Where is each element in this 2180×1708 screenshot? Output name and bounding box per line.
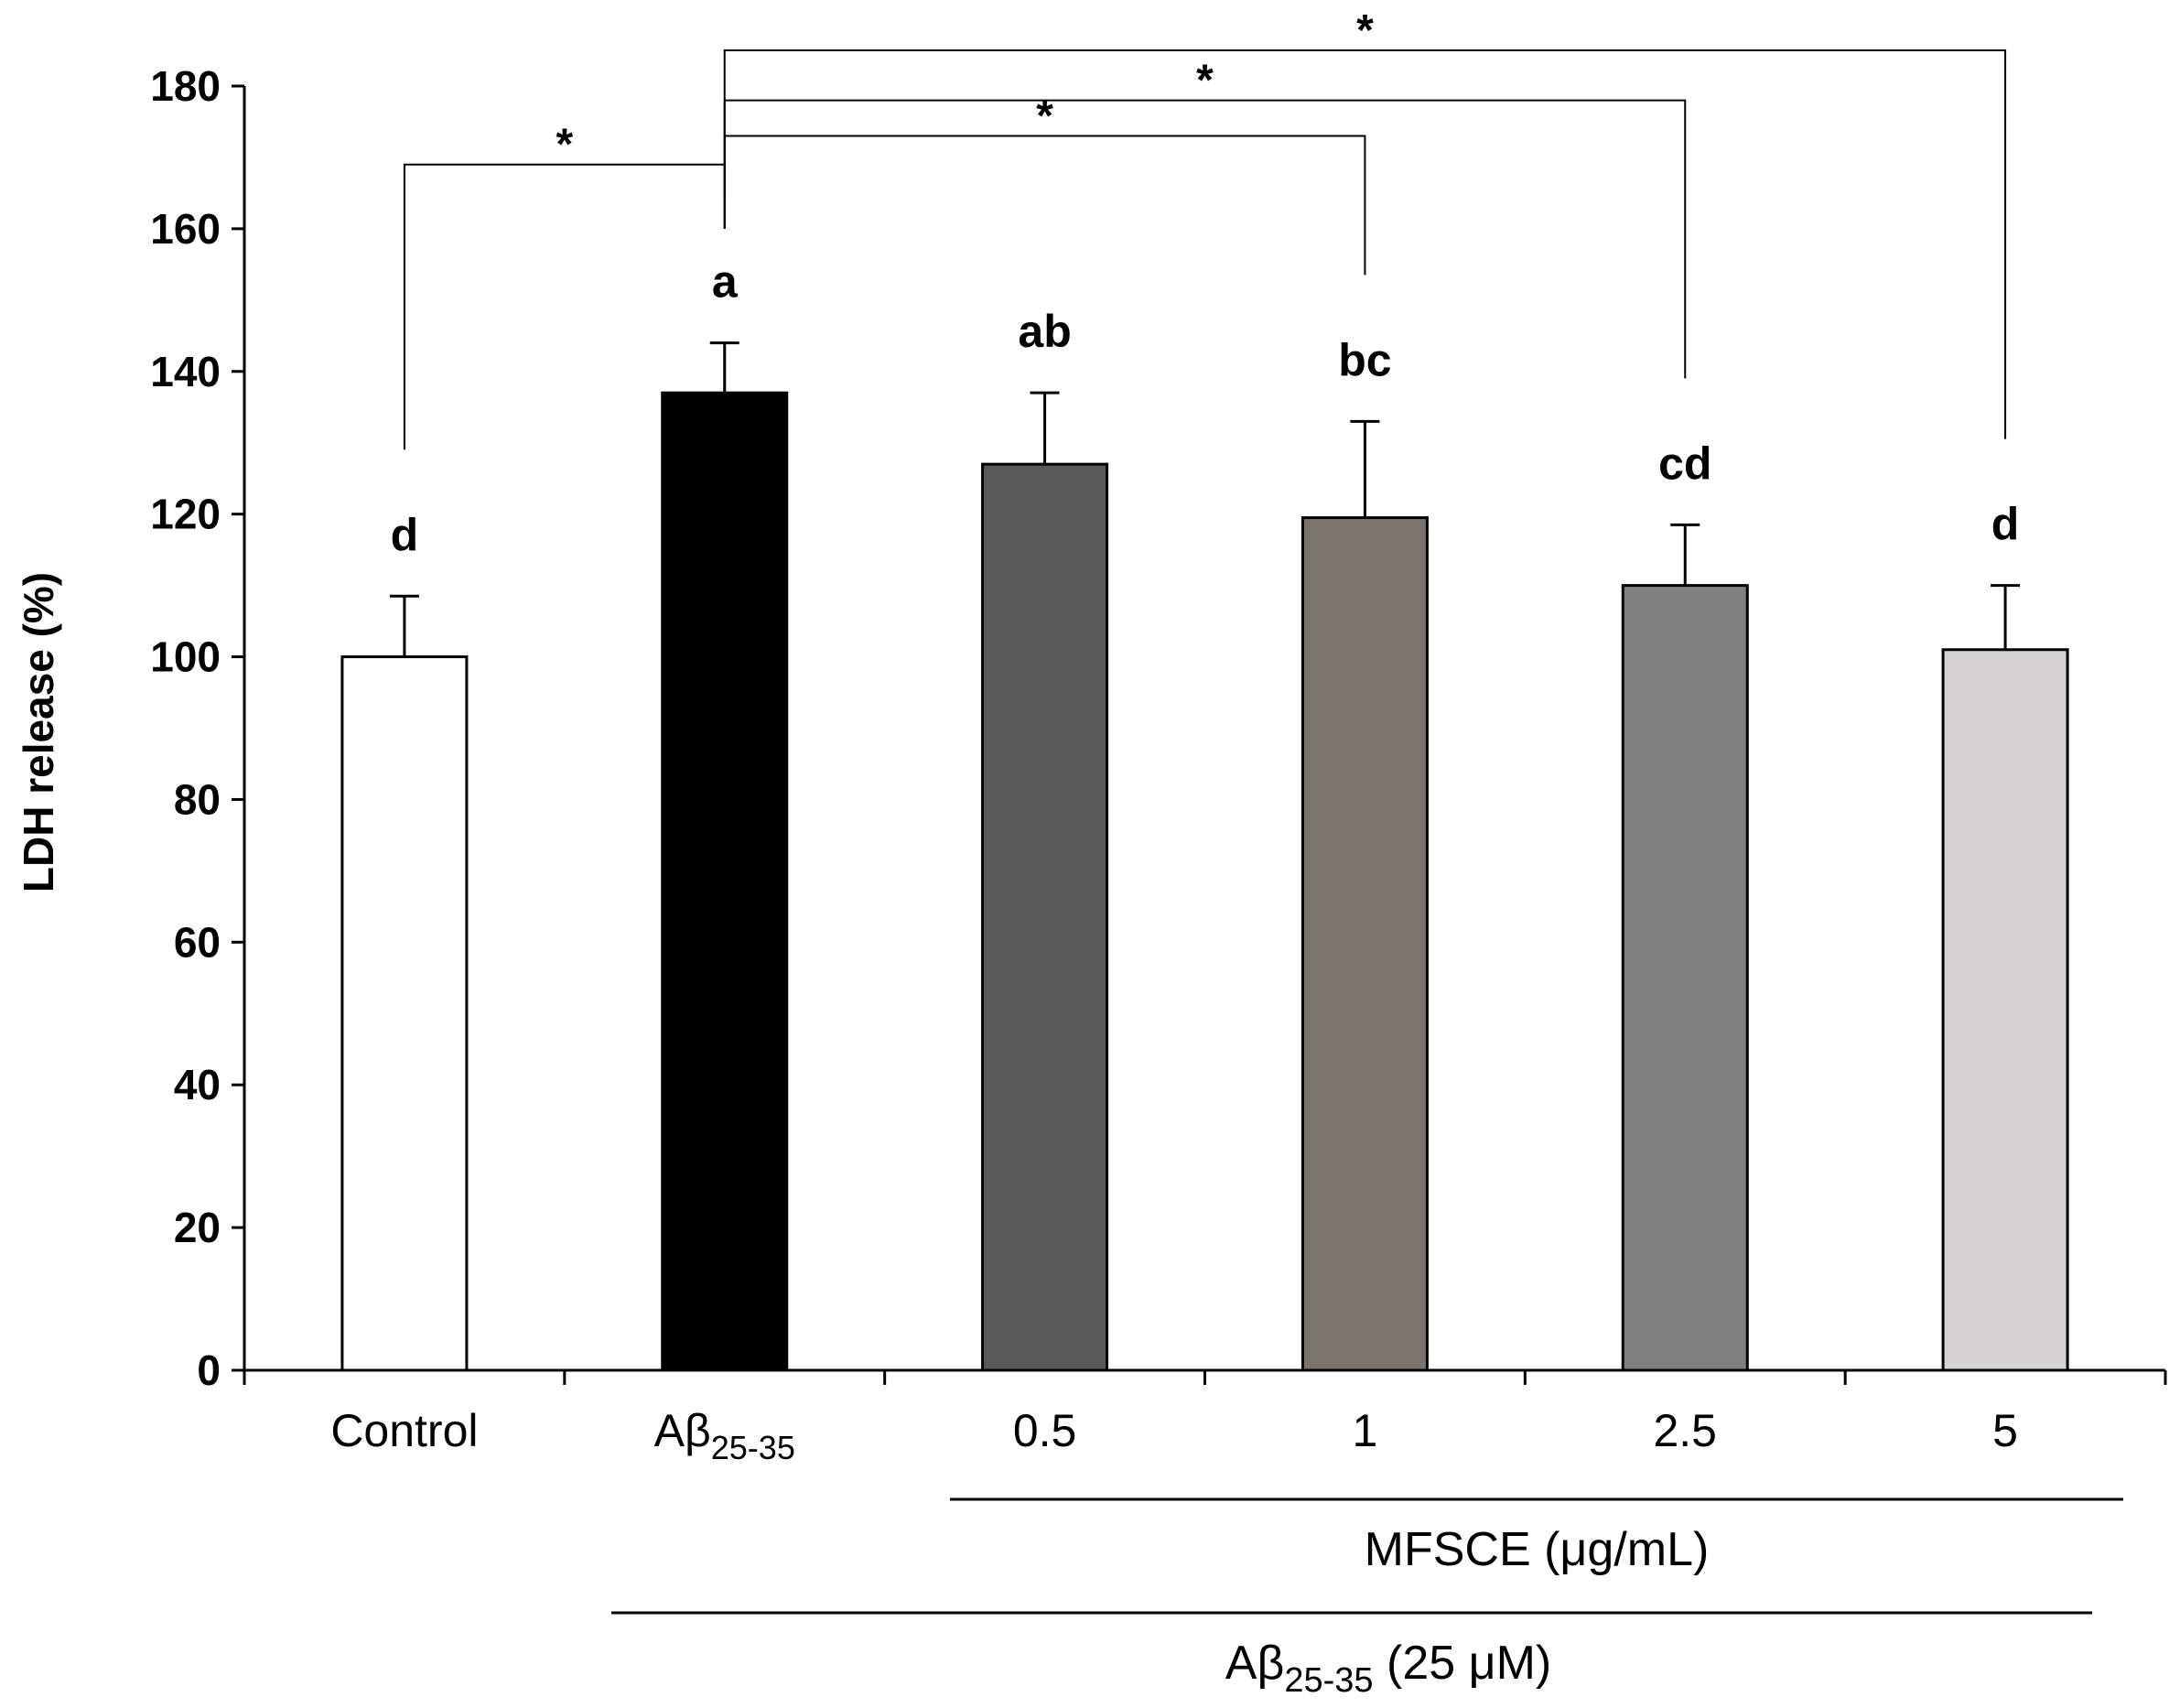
bar	[340, 655, 469, 1372]
y-tick-label: 100	[150, 633, 221, 681]
y-axis-label: LDH release (%)	[15, 572, 62, 892]
bar	[1941, 648, 2069, 1372]
x-tick-label: 1	[1353, 1405, 1378, 1456]
significance-star: *	[556, 121, 573, 169]
bar	[981, 462, 1109, 1372]
y-tick-label: 60	[174, 918, 221, 966]
significance-star: *	[1036, 92, 1053, 141]
x-tick-label: 0.5	[1013, 1405, 1077, 1456]
y-tick-label: 140	[150, 348, 221, 395]
group-label: MFSCE (μg/mL)	[1365, 1523, 1710, 1576]
significance-bracket	[723, 99, 1687, 379]
x-axis: Control Aβ25-35 0.5 1 2.5 5	[243, 1368, 2167, 1466]
significance-bracket	[723, 135, 1366, 276]
group-label: Aβ25-35 (25 μM)	[1225, 1637, 1551, 1700]
x-tick-label: 5	[1992, 1405, 2018, 1456]
group-labels: MFSCE (μg/mL) Aβ25-35 (25 μM)	[611, 1497, 2123, 1700]
y-tick-label: 160	[150, 205, 221, 253]
bar	[1621, 584, 1749, 1372]
x-tick-label: Control	[330, 1405, 478, 1456]
significance-letter: d	[391, 509, 419, 560]
y-tick-label: 20	[174, 1204, 221, 1251]
y-axis: 0 20 40 60 80 100 120 140 160 180	[150, 62, 246, 1394]
significance-star: *	[1196, 57, 1214, 105]
significance-letter: d	[1991, 499, 2020, 550]
significance-letter: a	[712, 256, 739, 308]
x-tick-label: Aβ25-35	[654, 1405, 795, 1466]
y-tick-label: 180	[150, 62, 221, 110]
error-bars	[389, 341, 2021, 657]
y-tick-label: 40	[174, 1061, 221, 1108]
significance-brackets: * * * *	[403, 6, 2007, 450]
significance-letter: ab	[1018, 306, 1071, 357]
significance-letter: bc	[1338, 334, 1391, 385]
y-tick-label: 120	[150, 491, 221, 538]
significance-bracket	[723, 49, 2007, 439]
significance-letter: cd	[1658, 438, 1711, 489]
bar	[661, 391, 789, 1372]
significance-star: *	[1356, 6, 1374, 55]
y-tick-label: 80	[174, 775, 221, 823]
x-tick-label: 2.5	[1653, 1405, 1717, 1456]
bars	[340, 391, 2069, 1372]
significance-letters: d a ab bc cd d	[391, 256, 2020, 561]
bar	[1300, 516, 1429, 1372]
y-tick-label: 0	[197, 1346, 221, 1394]
